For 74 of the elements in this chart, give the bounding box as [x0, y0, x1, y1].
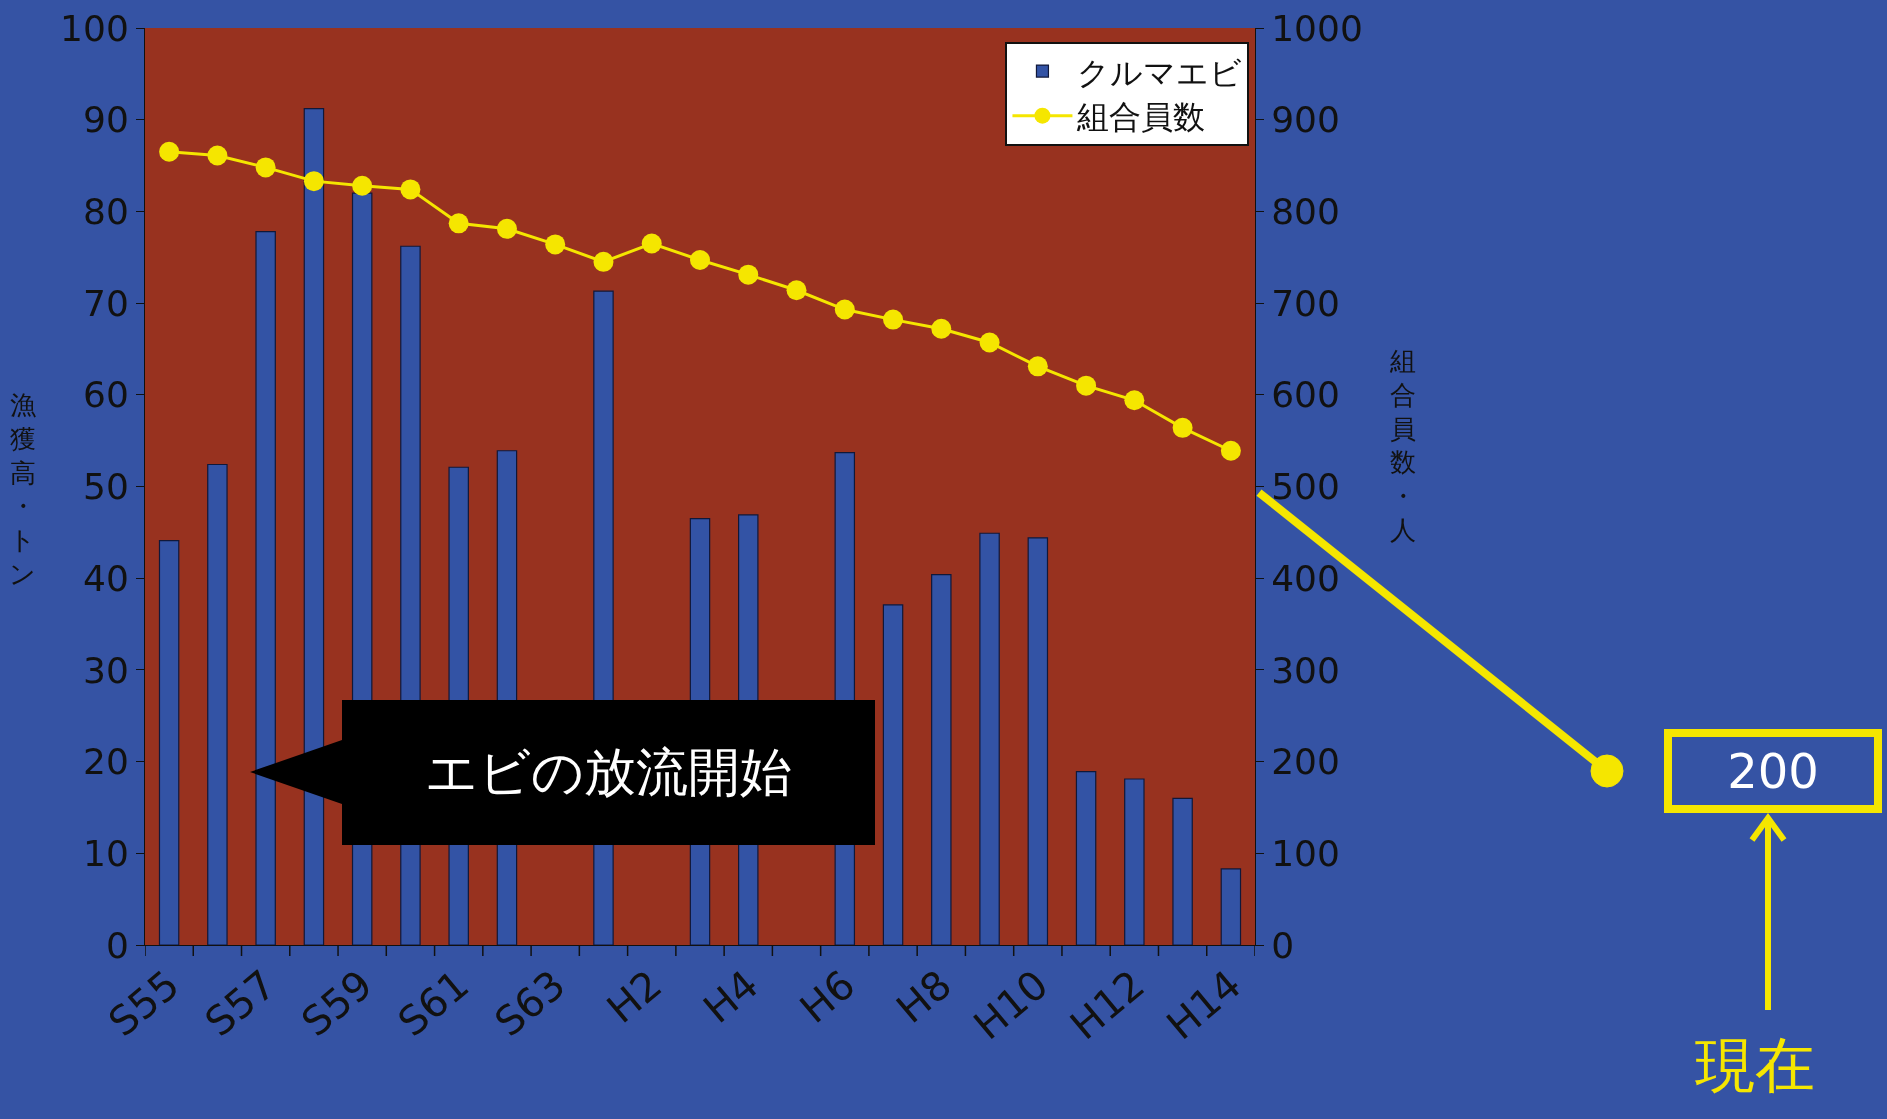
- point: [979, 332, 1000, 353]
- point: [1220, 440, 1241, 461]
- bar: [1220, 868, 1242, 945]
- point: [641, 233, 662, 254]
- y2-tick-label: 800: [1271, 191, 1340, 232]
- y2-tick-label: 900: [1271, 99, 1340, 141]
- text: 現在: [1695, 1030, 1815, 1100]
- bar: [207, 463, 228, 945]
- bar: [1172, 797, 1193, 945]
- y-tick-label: 90: [82, 99, 129, 141]
- y-tick-label: 60: [82, 374, 129, 416]
- y-tick-label: 80: [82, 191, 129, 232]
- point: [883, 309, 904, 330]
- y-tick-label: 50: [82, 466, 129, 508]
- annotation: エビの放流開始: [425, 742, 792, 802]
- x-tick-label: H8: [887, 960, 960, 1032]
- y2-tick-label: 0: [1271, 924, 1295, 966]
- point: [448, 213, 469, 234]
- point: [352, 175, 373, 196]
- point: [738, 264, 759, 285]
- x-tick-label: S63: [485, 960, 574, 1046]
- point: [786, 280, 807, 301]
- legend-label: クルマエビ: [1077, 53, 1243, 92]
- y2-tick-label: 700: [1271, 282, 1340, 324]
- point: [400, 179, 421, 200]
- y2-tick-label: 200: [1271, 741, 1340, 783]
- y-tick-label: 70: [82, 282, 129, 324]
- bar: [158, 540, 180, 945]
- point: [303, 171, 324, 192]
- y2-tick-label: 600: [1271, 374, 1340, 416]
- bar: [931, 573, 952, 945]
- y2-tick-label: 100: [1271, 832, 1340, 874]
- point: [545, 234, 566, 255]
- y2-tick-label: 400: [1271, 557, 1340, 599]
- y2-tick-label: 1000: [1271, 7, 1363, 49]
- bar: [1124, 778, 1145, 945]
- y-axis-title: 漁獲高・トン: [9, 390, 36, 589]
- y2-tick-label: 500: [1271, 466, 1340, 508]
- point: [496, 218, 517, 239]
- point: [931, 318, 952, 339]
- point: [1172, 417, 1193, 438]
- y-tick-label: 40: [82, 557, 129, 599]
- point: [690, 250, 710, 270]
- point: [1027, 356, 1048, 377]
- x-tick-label: S57: [196, 960, 285, 1046]
- x-tick-label: H4: [694, 960, 767, 1032]
- x-tick-label: H6: [791, 960, 864, 1032]
- x-tick-label: S61: [389, 960, 478, 1046]
- x-tick-label: H10: [964, 960, 1057, 1049]
- text: 200: [1727, 743, 1819, 799]
- point: [255, 157, 276, 178]
- y-tick-label: 30: [82, 649, 129, 691]
- bar: [1027, 537, 1049, 945]
- bar: [1075, 771, 1097, 945]
- x-tick-label: H12: [1061, 960, 1153, 1049]
- y2-tick-label: 300: [1271, 649, 1340, 691]
- x-tick-label: S59: [292, 960, 381, 1046]
- y-tick-label: 10: [82, 832, 129, 874]
- y-tick-label: 100: [60, 7, 129, 49]
- y2-axis-title: 組合員数・人: [1389, 346, 1416, 545]
- bar: [303, 108, 325, 945]
- bar: [882, 604, 904, 945]
- bar: [979, 532, 1000, 945]
- point: [834, 299, 855, 320]
- point: [1124, 390, 1145, 411]
- point: [207, 145, 228, 166]
- legend-label: 組合員数: [1076, 98, 1206, 137]
- x-tick-label: H14: [1157, 960, 1250, 1049]
- point: [1076, 375, 1097, 396]
- point: [593, 251, 614, 272]
- bar: [255, 230, 276, 945]
- x-tick-label: H2: [598, 960, 671, 1032]
- y-tick-label: 20: [82, 741, 129, 783]
- point: [159, 141, 180, 162]
